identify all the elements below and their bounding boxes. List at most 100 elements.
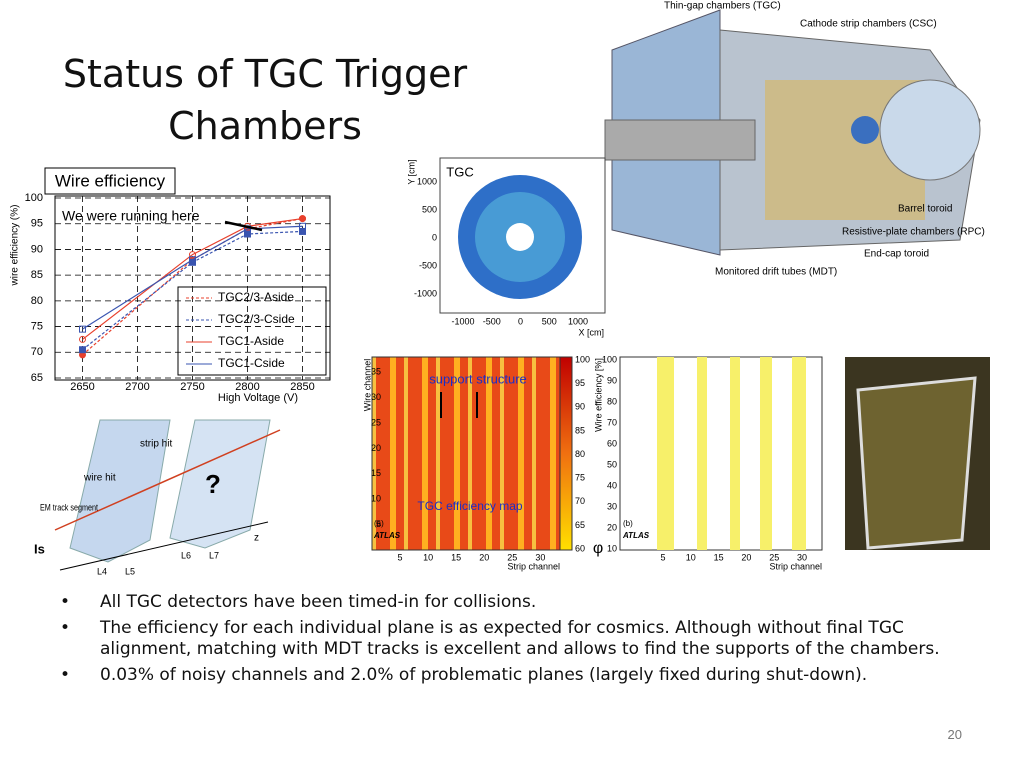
x-tick-label: 25 bbox=[769, 552, 779, 562]
atlas-label: ATLAS bbox=[622, 531, 650, 540]
diagram-label: ? bbox=[205, 469, 221, 499]
y-tick-label: 50 bbox=[607, 459, 617, 469]
x-axis-label: X [cm] bbox=[578, 327, 604, 337]
colorbar-tick-label: 85 bbox=[575, 425, 585, 435]
diagram-label: L6 bbox=[181, 550, 191, 560]
x-tick-label: 5 bbox=[660, 552, 665, 562]
detector-label: Resistive-plate chambers (RPC) bbox=[842, 227, 985, 238]
diagram-label: strip hit bbox=[140, 439, 172, 450]
annotation: support structure bbox=[429, 371, 527, 386]
slide-title: Status of TGC Trigger Chambers bbox=[62, 52, 468, 148]
data-point bbox=[79, 325, 86, 333]
x-axis-label: Strip channel bbox=[507, 561, 560, 571]
y-tick-label: 0 bbox=[432, 232, 437, 242]
diagram-label: wire hit bbox=[83, 473, 116, 484]
colorbar-tick-label: 75 bbox=[575, 473, 585, 483]
y-tick-label: 35 bbox=[371, 367, 381, 377]
x-tick-label: 20 bbox=[479, 552, 489, 562]
x-tick-label: 2750 bbox=[180, 381, 204, 393]
x-tick-label: 30 bbox=[535, 552, 545, 562]
x-tick-label: 15 bbox=[451, 552, 461, 562]
x-tick-label: 10 bbox=[686, 552, 696, 562]
y-tick-label: -1000 bbox=[414, 288, 437, 298]
series-line bbox=[82, 217, 303, 340]
colorbar bbox=[559, 356, 573, 551]
diagram-label: Is bbox=[34, 541, 45, 556]
y-tick-label: 40 bbox=[607, 480, 617, 490]
detector-label: Cathode strip chambers (CSC) bbox=[800, 19, 937, 30]
y-tick-label: 70 bbox=[607, 417, 617, 427]
data-point bbox=[79, 346, 86, 354]
x-tick-label: -1000 bbox=[451, 316, 474, 326]
legend-box bbox=[177, 286, 327, 376]
y-tick-label: 90 bbox=[31, 243, 43, 255]
detector-label: Thin-gap chambers (TGC) bbox=[664, 1, 781, 12]
diagram-label: L5 bbox=[125, 566, 135, 576]
y-tick-label: 30 bbox=[607, 501, 617, 511]
chamber-photo-frame bbox=[856, 376, 977, 550]
y-tick-label: 90 bbox=[607, 375, 617, 385]
diagram-label: EM track segment bbox=[40, 502, 98, 512]
x-tick-label: 500 bbox=[542, 316, 557, 326]
arrow bbox=[224, 220, 263, 232]
bullet: 0.03% of noisy channels and 2.0% of prob… bbox=[60, 665, 960, 686]
colorbar-tick-label: 95 bbox=[575, 378, 585, 388]
map-label: TGC efficiency map bbox=[417, 499, 522, 513]
colorbar-tick-label: 65 bbox=[575, 520, 585, 530]
annotation: We were running here bbox=[62, 208, 200, 224]
colorbar-tick-label: 100 bbox=[575, 354, 590, 364]
x-tick-label: 25 bbox=[507, 552, 517, 562]
page-number: 20 bbox=[947, 727, 962, 742]
y-tick-label: 60 bbox=[607, 438, 617, 448]
y-tick-label: 20 bbox=[371, 443, 381, 453]
strip-plot bbox=[619, 356, 823, 551]
y-tick-label: 100 bbox=[25, 192, 43, 204]
series-line bbox=[82, 225, 303, 330]
legend-label: TGC2/3-Aside bbox=[218, 290, 294, 304]
y-axis-label: Wire efficiency [%] bbox=[593, 358, 603, 432]
panel-label: (b) bbox=[623, 519, 633, 528]
tgc-map bbox=[439, 157, 606, 314]
legend-label: TGC1-Cside bbox=[218, 356, 285, 370]
x-tick-label: 20 bbox=[741, 552, 751, 562]
y-tick-label: 20 bbox=[607, 522, 617, 532]
diagram-label: z bbox=[254, 533, 259, 544]
y-tick-label: 75 bbox=[31, 320, 43, 332]
x-tick-label: 1000 bbox=[568, 316, 588, 326]
detector-label: Monitored drift tubes (MDT) bbox=[715, 267, 837, 278]
y-tick-label: 10 bbox=[371, 494, 381, 504]
y-axis-label: Y [cm] bbox=[406, 159, 416, 184]
y-tick-label: 80 bbox=[31, 295, 43, 307]
bullet: All TGC detectors have been timed-in for… bbox=[60, 592, 960, 613]
efficiency-map bbox=[371, 356, 561, 551]
x-tick-label: 15 bbox=[714, 552, 724, 562]
detector-image bbox=[604, 0, 1020, 280]
chart-title-box bbox=[44, 167, 176, 195]
y-tick-label: -500 bbox=[419, 260, 437, 270]
colorbar-label: φ bbox=[593, 540, 603, 557]
diagram-label: L7 bbox=[209, 550, 219, 560]
x-tick-label: 30 bbox=[797, 552, 807, 562]
colorbar-tick-label: 90 bbox=[575, 402, 585, 412]
y-tick-label: 70 bbox=[31, 346, 43, 358]
y-tick-label: 65 bbox=[31, 372, 43, 384]
map-label: TGC bbox=[446, 164, 473, 179]
detector-label: Barrel toroid bbox=[898, 204, 952, 215]
y-tick-label: 1000 bbox=[417, 176, 437, 186]
colorbar-tick-label: 70 bbox=[575, 496, 585, 506]
chart-title: Wire efficiency bbox=[55, 171, 166, 190]
y-axis-label: Wire channel bbox=[362, 359, 372, 412]
y-axis-label: wire efficiency (%) bbox=[10, 205, 21, 287]
y-tick-label: 80 bbox=[607, 396, 617, 406]
x-axis-label: High Voltage (V) bbox=[218, 392, 298, 404]
y-tick-label: 500 bbox=[422, 204, 437, 214]
data-point bbox=[79, 335, 86, 343]
data-point bbox=[299, 215, 306, 223]
chamber-diagram bbox=[54, 419, 281, 571]
panel-label: (a) bbox=[374, 519, 384, 528]
x-tick-label: 2850 bbox=[290, 381, 314, 393]
x-axis-label: Strip channel bbox=[769, 561, 822, 571]
x-tick-label: 2650 bbox=[70, 381, 94, 393]
